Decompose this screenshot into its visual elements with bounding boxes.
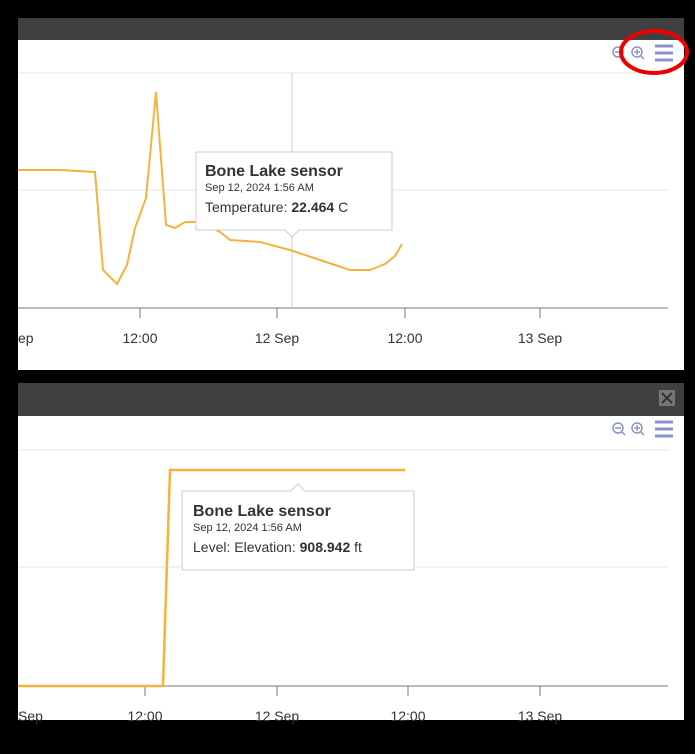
menu[interactable] <box>655 44 673 62</box>
tooltip-text: Temperature: 22.464 C <box>205 199 348 215</box>
tooltip: Bone Lake sensor Sep 12, 2024 1:56 AM Le… <box>181 483 415 571</box>
x-tick-label: 13 Sep <box>518 330 563 346</box>
tooltip-date: Sep 12, 2024 1:56 AM <box>193 522 302 534</box>
series-line <box>18 91 403 286</box>
x-tick-label: 12 Sep <box>255 330 300 346</box>
close-button[interactable] <box>659 390 675 406</box>
tooltip-box <box>195 151 393 238</box>
x-tick-label: 12 Sep <box>255 708 300 724</box>
x-tick-label: 12:00 <box>127 708 162 724</box>
tooltip-value: 22.464 <box>291 199 334 215</box>
ticks <box>139 308 541 318</box>
tooltip-box <box>181 483 415 571</box>
zoom-out[interactable] <box>612 422 626 436</box>
panel-header <box>18 18 684 40</box>
tooltip-text: Level: Elevation: 908.942 ft <box>193 539 362 555</box>
ticks <box>144 686 541 696</box>
x-tick-label: 12:00 <box>122 330 157 346</box>
x-tick-label: 13 Sep <box>518 708 563 724</box>
highlight-circle <box>619 29 689 75</box>
tooltip-label: Level: Elevation: <box>193 539 300 555</box>
tooltip-unit: C <box>334 199 348 215</box>
x-tick-label: Sep <box>18 708 43 724</box>
series-line <box>18 468 405 688</box>
menu[interactable] <box>655 420 673 438</box>
tooltip-value: 908.942 <box>300 539 351 555</box>
panel-header <box>18 383 684 416</box>
tooltip-date: Sep 12, 2024 1:56 AM <box>205 182 314 194</box>
tooltip-title: Bone Lake sensor <box>193 503 331 520</box>
zoom-in[interactable] <box>631 46 645 60</box>
tooltip-title: Bone Lake sensor <box>205 163 343 180</box>
x-tick-label: 12:00 <box>390 708 425 724</box>
tooltip: Bone Lake sensor Sep 12, 2024 1:56 AM Te… <box>195 151 393 238</box>
zoom-in[interactable] <box>631 422 645 436</box>
tooltip-label: Temperature: <box>205 199 291 215</box>
x-tick-label: 12:00 <box>387 330 422 346</box>
toolbar <box>612 420 673 438</box>
x-tick-label: ep <box>18 330 34 346</box>
tooltip-unit: ft <box>350 539 362 555</box>
